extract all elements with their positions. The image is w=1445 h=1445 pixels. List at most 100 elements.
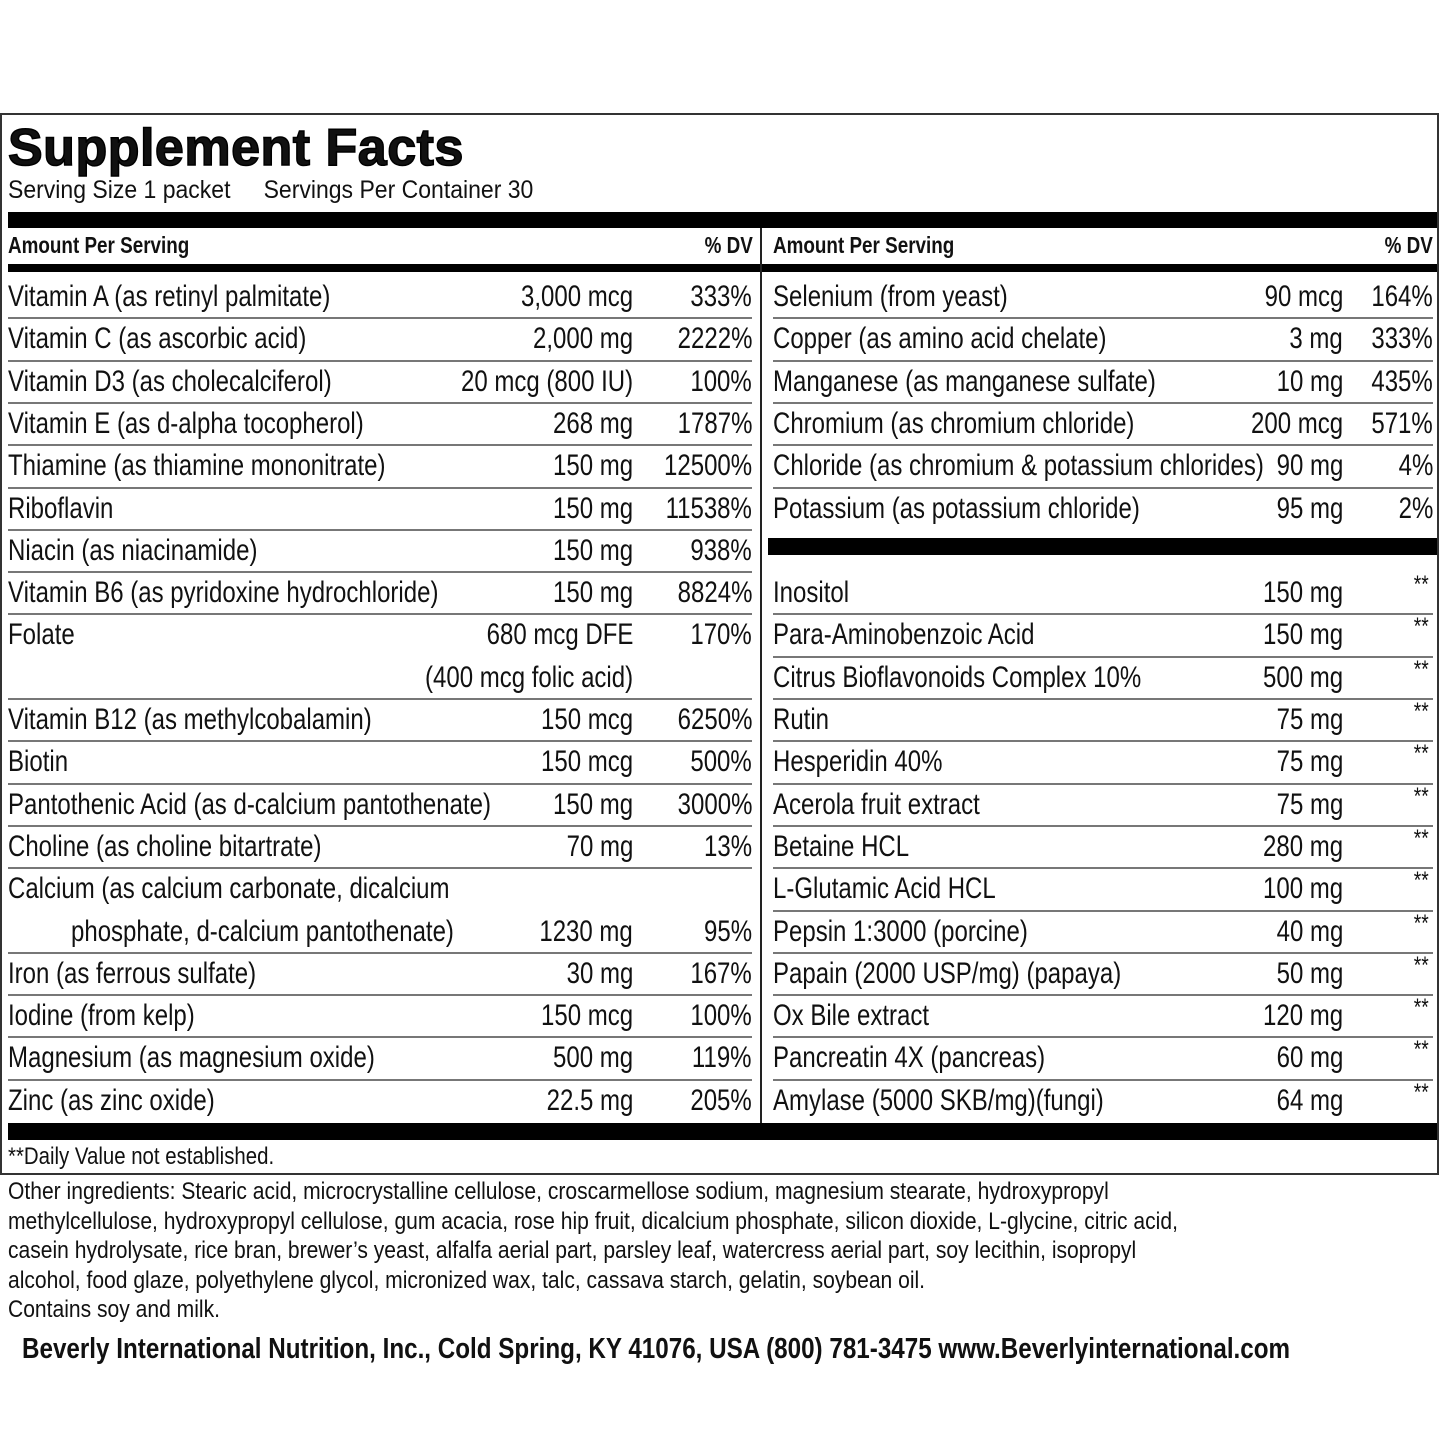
nutrient-name: Magnesium (as magnesium oxide) <box>8 1041 375 1075</box>
nutrient-name: Chloride (as chromium & potassium chlori… <box>773 449 1264 483</box>
nutrient-amount: 50 mg <box>1276 956 1343 990</box>
nutrient-dv: ** <box>1414 655 1429 683</box>
row-separator <box>773 359 1433 362</box>
panel-title: Supplement Facts <box>7 118 464 178</box>
nutrient-amount: 75 mg <box>1276 745 1343 779</box>
row-separator <box>8 317 752 320</box>
thick-divider-top <box>8 212 1437 228</box>
nutrient-name: Ox Bile extract <box>773 999 930 1033</box>
supplement-facts-panel <box>0 113 1439 1175</box>
other-ingredients-line: alcohol, food glaze, polyethylene glycol… <box>8 1266 926 1294</box>
nutrient-name: Vitamin B6 (as pyridoxine hydrochloride) <box>8 576 439 610</box>
other-ingredients-line: methylcellulose, hydroxypropyl cellulose… <box>8 1207 1178 1235</box>
nutrient-amount: 95 mg <box>1276 491 1343 525</box>
nutrient-name: Folate <box>8 618 75 652</box>
nutrient-amount: 150 mcg <box>540 703 633 736</box>
row-separator <box>773 824 1433 827</box>
row-separator <box>773 486 1433 489</box>
nutrient-amount: 150 mg <box>1262 618 1343 652</box>
nutrient-name: Biotin <box>8 745 69 779</box>
nutrient-amount: 120 mg <box>1262 999 1343 1033</box>
nutrient-amount: 3 mg <box>1289 322 1343 356</box>
nutrient-name: Vitamin C (as ascorbic acid) <box>8 322 307 356</box>
nutrient-dv: 12500% <box>663 449 752 483</box>
daily-value-note: **Daily Value not established. <box>8 1143 275 1170</box>
nutrient-dv: 938% <box>690 533 752 567</box>
nutrient-name: Manganese (as manganese sulfate) <box>773 364 1156 398</box>
nutrient-amount: 10 mg <box>1276 364 1343 398</box>
nutrient-amount: 150 mg <box>552 491 633 525</box>
nutrient-dv: 164% <box>1371 280 1433 313</box>
nutrient-amount: 150 mg <box>552 576 633 610</box>
nutrient-amount: 75 mg <box>1276 703 1343 736</box>
nutrient-amount: 1230 mg <box>539 914 633 948</box>
header-divider <box>8 264 1437 272</box>
row-separator <box>8 444 752 447</box>
nutrient-amount: 680 mcg DFE <box>486 618 633 652</box>
servings-per-container: Servings Per Container 30 <box>263 176 534 204</box>
nutrient-dv: ** <box>1414 1078 1429 1106</box>
nutrient-amount: 150 mcg <box>540 999 633 1033</box>
nutrient-dv: 333% <box>690 280 752 313</box>
nutrient-amount: 150 mcg <box>540 745 633 779</box>
nutrient-name: Choline (as choline bitartrate) <box>8 829 322 863</box>
nutrient-dv: 1787% <box>677 406 752 440</box>
nutrient-dv: 3000% <box>677 787 752 821</box>
row-separator <box>8 486 752 489</box>
nutrient-dv: ** <box>1414 782 1429 810</box>
nutrient-name: Inositol <box>773 576 850 610</box>
nutrient-dv: 435% <box>1371 364 1433 398</box>
row-separator <box>773 444 1433 447</box>
nutrient-amount: 70 mg <box>566 829 633 863</box>
nutrient-dv: 500% <box>690 745 752 779</box>
nutrient-dv: 6250% <box>677 703 752 736</box>
nutrient-amount: 280 mg <box>1262 829 1343 863</box>
nutrient-dv: 119% <box>692 1041 752 1075</box>
nutrient-name: Zinc (as zinc oxide) <box>8 1083 215 1117</box>
nutrient-name: Calcium (as calcium carbonate, dicalcium <box>8 872 450 906</box>
row-separator <box>8 994 752 997</box>
nutrient-dv: 4% <box>1398 449 1433 483</box>
nutrient-name: Chromium (as chromium chloride) <box>773 406 1135 440</box>
row-separator <box>8 571 752 574</box>
nutrient-dv: ** <box>1414 698 1429 725</box>
nutrient-name: Copper (as amino acid chelate) <box>773 322 1107 356</box>
nutrient-dv: 170% <box>690 618 752 652</box>
row-separator <box>8 951 752 954</box>
other-ingredients-line: casein hydrolysate, rice bran, brewer’s … <box>8 1237 1137 1265</box>
nutrient-amount: 150 mg <box>552 787 633 821</box>
row-separator <box>773 655 1433 658</box>
nutrient-dv: ** <box>1414 824 1429 852</box>
nutrient-amount: 150 mg <box>1262 576 1343 610</box>
nutrient-dv: 13% <box>703 829 752 863</box>
row-separator <box>773 740 1433 743</box>
row-separator <box>8 613 752 616</box>
manufacturer-info: Beverly International Nutrition, Inc., C… <box>22 1333 1291 1365</box>
nutrient-name: Selenium (from yeast) <box>773 280 1008 313</box>
thick-divider-bottom <box>8 1123 1437 1140</box>
nutrient-dv: 2222% <box>677 322 752 356</box>
nutrient-name: Citrus Bioflavonoids Complex 10% <box>773 660 1142 694</box>
row-separator <box>8 824 752 827</box>
nutrient-name: Vitamin B12 (as methylcobalamin) <box>8 703 372 736</box>
row-separator <box>773 698 1433 700</box>
nutrient-dv: 8824% <box>677 576 752 610</box>
nutrient-dv: ** <box>1414 1036 1429 1064</box>
nutrient-dv: ** <box>1414 867 1429 895</box>
nutrient-name: Pancreatin 4X (pancreas) <box>773 1041 1046 1075</box>
nutrient-amount: 100 mg <box>1262 872 1343 906</box>
allergen-statement: Contains soy and milk. <box>8 1296 220 1324</box>
nutrient-dv: ** <box>1414 994 1429 1022</box>
other-ingredients-line: Other ingredients: Stearic acid, microcr… <box>8 1178 1109 1205</box>
row-separator <box>773 994 1433 997</box>
nutrient-name: Pepsin 1:3000 (porcine) <box>773 914 1028 948</box>
row-separator <box>773 401 1433 404</box>
nutrient-name: Pantothenic Acid (as d-calcium pantothen… <box>8 787 491 821</box>
nutrient-amount: 500 mg <box>552 1041 633 1075</box>
nutrient-dv: 571% <box>1371 406 1433 440</box>
row-separator <box>8 1036 752 1039</box>
nutrient-dv: 205% <box>690 1083 752 1117</box>
nutrient-amount: 75 mg <box>1276 787 1343 821</box>
row-separator <box>773 1036 1433 1039</box>
nutrient-dv: 167% <box>690 956 752 990</box>
